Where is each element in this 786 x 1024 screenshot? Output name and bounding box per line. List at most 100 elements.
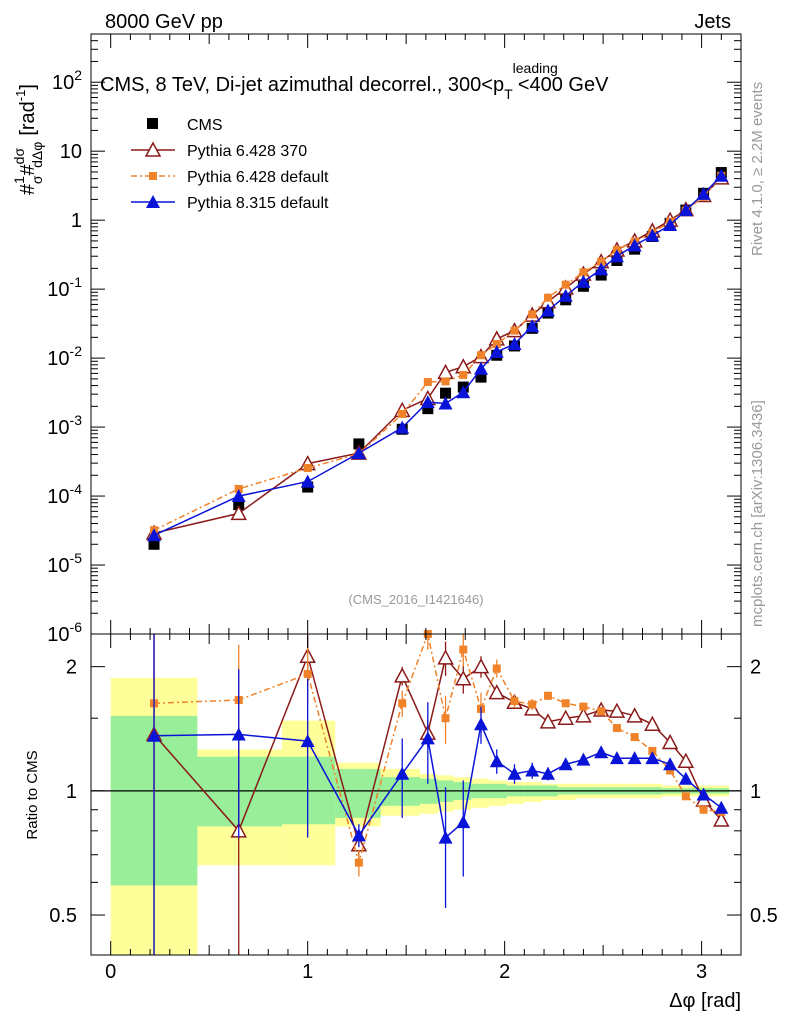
ratio-series-3-point-20: [678, 771, 693, 785]
series-3-point-14: [576, 274, 591, 288]
ratio-y-tick-label-left-2: 2: [66, 657, 77, 679]
ratio-series-2-point-7: [459, 645, 468, 654]
legend-label-pythia8-default: Pythia 8.315 default: [187, 195, 329, 212]
ratio-series-3-point-9: [489, 754, 504, 768]
x-axis-label: Δφ [rad]: [669, 990, 741, 1012]
ratio-series-3-point-3: [351, 828, 366, 842]
legend-marker-pythia8-default: [146, 195, 160, 208]
series-3-point-12: [540, 303, 555, 317]
ratio-series-2-point-6: [441, 714, 450, 723]
main-series-layer: [145, 167, 730, 550]
x-tick-label-2: 2: [499, 961, 510, 983]
series-3-point-4: [395, 420, 410, 434]
series-2-point-5: [423, 378, 432, 387]
series-2-point-11: [528, 310, 537, 319]
ratio-series-2-point-20: [681, 792, 690, 801]
series-2-point-2: [303, 464, 312, 473]
series-3-point-1: [231, 489, 246, 503]
ratio-series-2-point-15: [597, 707, 606, 716]
main-y-axis-label: #1 σ#dσ dΔφ[rad-1]: [11, 84, 45, 195]
ratio-series-3-point-12: [540, 766, 555, 780]
series-3-point-7: [456, 385, 471, 399]
ratio-series-1-point-17: [626, 707, 643, 723]
series-0-point-8: [475, 371, 487, 383]
ratio-series-3-point-16: [609, 751, 624, 765]
legend: CMS Pythia 6.428 370 Pythia 6.428 defaul…: [131, 117, 329, 212]
ratio-series-3-point-7: [456, 815, 471, 829]
series-2-point-10: [510, 326, 519, 335]
ratio-series-3-point-6: [438, 830, 453, 844]
main-y-tick-label-8: 102: [52, 67, 82, 94]
series-3-point-13: [558, 288, 573, 302]
ratio-series-2-point-19: [666, 766, 675, 775]
x-tick-labels: 0 1 2 3: [105, 961, 707, 983]
ratio-series-2-point-13: [561, 699, 570, 708]
ratio-series-3-point-18: [645, 751, 660, 765]
ratio-series-1-point-14: [575, 707, 592, 723]
ratio-series-3-point-0: [147, 728, 162, 742]
ratio-y-tick-label-left-1: 1: [66, 781, 77, 803]
ratio-series-2-point-9: [492, 664, 501, 673]
ratio-series-2-point-4: [398, 699, 407, 708]
ratio-series-2-point-14: [579, 702, 588, 711]
main-y-tick-labels: 10-6 10-5 10-4 10-3 10-2 10-1 1 10 102: [47, 67, 82, 646]
analysis-id-watermark: (CMS_2016_I1421646): [348, 592, 483, 607]
legend-marker-cms: [147, 118, 158, 129]
ratio-y-tick-label-left-0: 0.5: [49, 905, 77, 927]
ratio-series-2-point-2: [303, 669, 312, 678]
legend-marker-pythia6-370: [144, 141, 162, 157]
series-2-point-13: [561, 280, 570, 289]
ratio-series-3-point-4: [395, 766, 410, 780]
main-y-tick-label-6: 1: [71, 210, 82, 232]
ratio-y-tick-label-right-1: 1: [750, 781, 761, 803]
series-2-point-12: [543, 293, 552, 302]
main-y-tick-label-4: 10-2: [47, 343, 82, 370]
ratio-series-1-point-12: [539, 713, 557, 729]
series-2-point-4: [398, 409, 407, 418]
header-left-label: 8000 GeV pp: [105, 11, 223, 33]
ratio-y-axis-label: Ratio to CMS: [24, 750, 41, 839]
main-y-tick-label-2: 10-4: [47, 481, 82, 508]
ratio-series-1-point-22: [713, 811, 730, 827]
ratio-series-1-point-7: [455, 670, 472, 686]
ratio-series-3-point-22: [714, 800, 729, 814]
legend-label-cms: CMS: [187, 117, 223, 134]
ratio-y-tick-labels: 0.5 0.5 1 1 2 2: [49, 657, 778, 927]
series-3-point-18: [645, 228, 660, 242]
series-3-point-16: [609, 249, 624, 263]
ratio-series-layer: [145, 630, 730, 955]
ratio-series-2-point-12: [543, 691, 552, 700]
series-0-point-5: [422, 403, 434, 415]
ratio-series-1-point-20: [677, 752, 695, 768]
series-2-point-15: [597, 257, 606, 266]
main-y-tick-label-1: 10-5: [47, 550, 82, 577]
ratio-series-2-point-11: [528, 700, 537, 709]
ratio-series-3-point-21: [696, 787, 711, 801]
series-0-point-1: [233, 499, 245, 511]
series-3-point-2: [300, 474, 315, 488]
chart-title: CMS, 8 TeV, Di-jet azimuthal decorrel., …: [100, 60, 609, 102]
series-3-point-22: [714, 168, 729, 182]
series-1-point-6: [437, 363, 454, 380]
ratio-series-1-point-16: [608, 702, 626, 718]
series-1-point-1: [230, 504, 247, 521]
ratio-series-3-point-10: [507, 766, 522, 780]
ratio-series-3-point-5: [420, 731, 435, 745]
series-2-line: [153, 175, 722, 531]
series-1-line: [153, 177, 722, 534]
ratio-band-green-1: [197, 756, 283, 827]
ratio-series-2-point-10: [510, 697, 519, 706]
series-0-point-6: [440, 387, 452, 399]
ratio-series-1-point-4: [393, 667, 411, 683]
ratio-series-1-point-13: [557, 709, 574, 725]
series-3-point-6: [438, 396, 453, 410]
ratio-series-2-point-21: [699, 805, 708, 814]
series-2-point-7: [459, 370, 468, 379]
x-tick-label-3: 3: [696, 961, 707, 983]
header-right-label: Jets: [694, 11, 731, 33]
mcplots-side-label: mcplots.cern.ch [arXiv:1306.3436]: [749, 400, 766, 627]
ratio-series-3-point-17: [627, 751, 642, 765]
legend-label-pythia6-370: Pythia 6.428 370: [187, 143, 307, 160]
series-3-point-11: [525, 319, 540, 333]
